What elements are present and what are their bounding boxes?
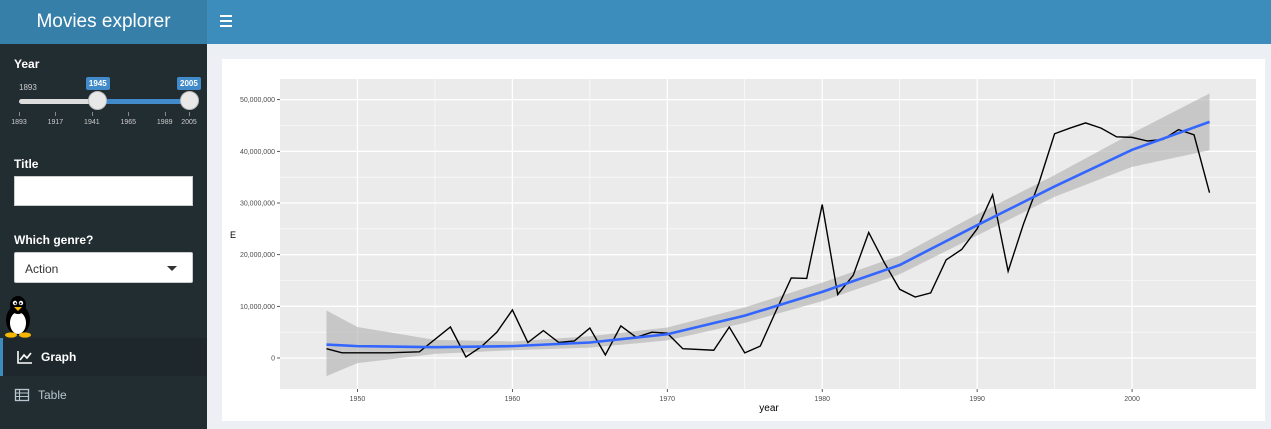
series-line-smooth: [326, 120, 1210, 349]
slider-tick-label: 2005: [181, 119, 197, 126]
axis-ticks: 1950 1960 1970 1980 1990 2000 0 10,000,000 20,00…: [240, 97, 1140, 403]
box-office-chart: 1950 1960 1970 1980 1990 2000 0 10,000,000 20,00…: [230, 79, 1256, 414]
slider-tick: [128, 112, 130, 116]
y-tick-label: 50,000,000: [240, 97, 275, 104]
y-axis-label: E: [230, 230, 236, 240]
slider-tick: [189, 112, 190, 116]
slider-tick-label: 1941: [84, 119, 100, 126]
app-title: Movies explorer: [0, 0, 207, 44]
y-tick-label: 20,000,000: [240, 252, 275, 259]
slider-min-label: 1893: [19, 83, 37, 92]
title-input[interactable]: [14, 176, 193, 206]
slider-tick-label: 1917: [47, 119, 64, 126]
y-tick-label: 30,000,000: [240, 201, 275, 208]
slider-handle-to[interactable]: [179, 91, 199, 110]
sidebar-item-graph[interactable]: Graph: [0, 338, 207, 376]
x-axis-label: year: [759, 403, 779, 414]
x-tick-label: 1950: [350, 396, 366, 403]
x-tick-label: 1960: [505, 396, 521, 403]
genre-label: Which genre?: [14, 233, 94, 247]
slider-to-value: 2005: [177, 77, 201, 90]
slider-tick-label: 1989: [156, 119, 173, 126]
sidebar-item-table[interactable]: Table: [0, 376, 207, 414]
series-line-raw: [326, 122, 1211, 358]
x-tick-label: 2000: [1124, 396, 1140, 403]
sidebar-toggle-icon[interactable]: [220, 15, 232, 29]
year-label: Year: [14, 57, 40, 71]
plot-panel: [280, 79, 1256, 389]
year-range-slider[interactable]: 1893 1945 2005 1893 1917 1941 1965 1989 2005: [11, 76, 201, 136]
table-icon: [14, 388, 30, 402]
genre-select[interactable]: Action: [14, 252, 193, 283]
slider-tick-label: 1893: [11, 119, 27, 126]
top-navbar: [207, 0, 1271, 44]
x-tick-label: 1980: [814, 396, 830, 403]
slider-selected-range: [97, 99, 189, 104]
slider-handle-from[interactable]: [88, 91, 108, 110]
y-tick-label: 10,000,000: [240, 304, 275, 311]
title-label: Title: [14, 157, 39, 171]
x-tick-label: 1970: [660, 396, 676, 403]
slider-tick-label: 1965: [120, 119, 137, 126]
slider-tick: [55, 112, 57, 116]
slider-from-value: 1945: [85, 77, 110, 90]
slider-tick: [164, 112, 166, 116]
sidebar: Year 1893 1945 2005 1893 1917 1941 1965 1989…: [0, 44, 207, 429]
y-tick-label: 40,000,000: [240, 149, 275, 156]
caret-down-icon: [167, 266, 177, 271]
graph-box: 1950 1960 1970 1980 1990 2000 0 10,000,000 20,00…: [222, 59, 1265, 421]
sidebar-item-label: Graph: [41, 350, 77, 364]
x-tick-label: 1990: [969, 396, 985, 403]
y-tick-label: 0: [271, 356, 275, 363]
slider-tick: [19, 112, 20, 116]
genre-selected-value: Action: [25, 262, 59, 276]
line-chart-icon: [17, 351, 32, 364]
sidebar-item-label: Table: [38, 388, 67, 402]
slider-tick: [91, 112, 93, 116]
tux-penguin-icon: [5, 296, 31, 338]
